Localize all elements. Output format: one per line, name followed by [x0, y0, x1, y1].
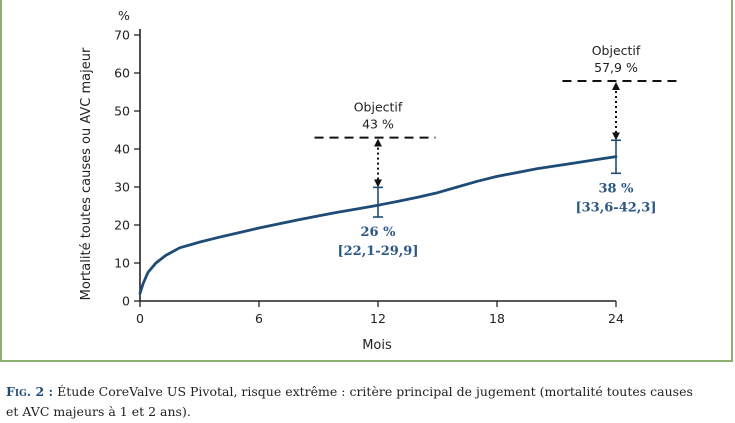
x-axis-title: Mois	[362, 338, 392, 353]
objective-value-label: 57,9 %	[594, 60, 638, 75]
x-tick-label: 12	[370, 311, 386, 326]
x-tick-label: 6	[255, 311, 263, 326]
y-tick-label: 20	[114, 218, 130, 233]
y-tick-label: 10	[114, 256, 130, 271]
figure-frame	[0, 0, 733, 362]
y-tick-label: 70	[114, 28, 130, 43]
figure-caption: Fig. 2 : Étude CoreValve US Pivotal, ris…	[6, 381, 734, 423]
estimate-value-label: 38 %	[599, 181, 635, 196]
x-tick-label: 18	[489, 311, 505, 326]
figure-number: Fig. 2 :	[6, 384, 54, 399]
y-tick-label: 30	[114, 180, 130, 195]
estimate-ci-label: [22,1-29,9]	[337, 244, 418, 259]
y-tick-label: 60	[114, 66, 130, 81]
caption-line-1: Étude CoreValve US Pivotal, risque extrê…	[53, 384, 693, 399]
chart-marks: 26 % [22,1-29,9] 38 % [33,6-42,3] Objectif 43…	[138, 43, 680, 295]
objective-value-label: 43 %	[362, 117, 394, 132]
y-axis-title: Mortalité toutes causes ou AVC majeur	[79, 47, 94, 300]
y-tick-label: 40	[114, 142, 130, 157]
estimate-ci-label: [33,6-42,3]	[575, 200, 656, 215]
ticks: 0 10 20 30 40 50 60 70 0 6 12 18 24	[114, 28, 624, 327]
axes	[139, 29, 616, 302]
caption-line-2: et AVC majeurs à 1 et 2 ans).	[6, 404, 191, 419]
y-tick-label: 50	[114, 104, 130, 119]
objective-title: Objectif	[592, 43, 641, 58]
y-tick-label: 0	[122, 294, 130, 309]
y-unit-label: %	[118, 8, 130, 23]
x-tick-label: 0	[136, 311, 144, 326]
x-tick-label: 24	[608, 311, 624, 326]
estimate-value-label: 26 %	[361, 225, 397, 240]
survival-curve	[138, 155, 618, 295]
mortality-chart: % Mortalité toutes causes ou AVC majeur …	[79, 8, 680, 353]
objective-title: Objectif	[354, 100, 403, 115]
